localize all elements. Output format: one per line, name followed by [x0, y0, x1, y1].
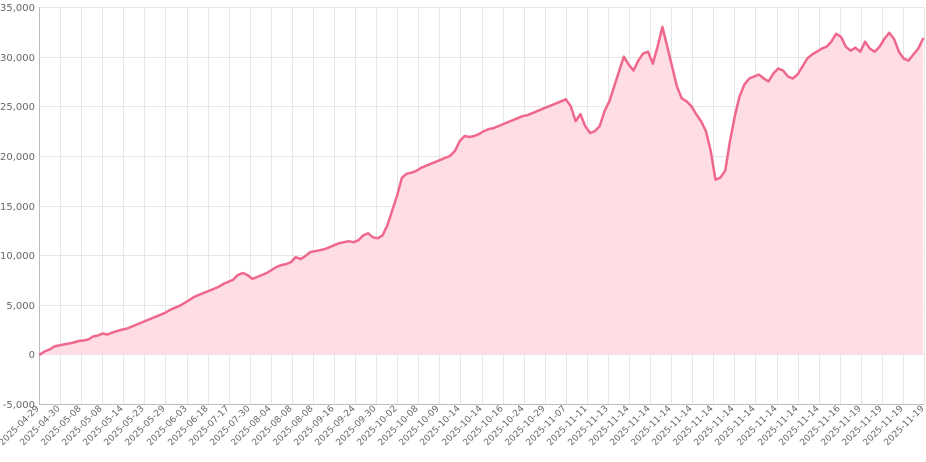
y-tick-label: 30,000: [0, 53, 35, 64]
y-tick-label: 20,000: [0, 152, 35, 163]
y-axis-tick-labels: -5,000 0 5,000 10,000 15,000 20,000 25,000 30,0…: [0, 3, 35, 411]
line-layer: [38, 25, 925, 356]
y-tick-label: 10,000: [0, 251, 35, 262]
y-tick-label: 0: [29, 350, 35, 361]
area-fill: [40, 26, 923, 355]
y-tick-label: 25,000: [0, 102, 35, 113]
y-tick-label: 35,000: [0, 3, 35, 14]
x-axis-tick-labels: 2025-04-292025-04-302025-05-082025-05-08…: [0, 404, 926, 448]
y-tick-label: -5,000: [3, 400, 35, 411]
series-line: [38, 25, 925, 356]
y-tick-label: 5,000: [6, 301, 35, 312]
area-fill-layer: [40, 26, 923, 355]
y-tick-label: 15,000: [0, 202, 35, 213]
